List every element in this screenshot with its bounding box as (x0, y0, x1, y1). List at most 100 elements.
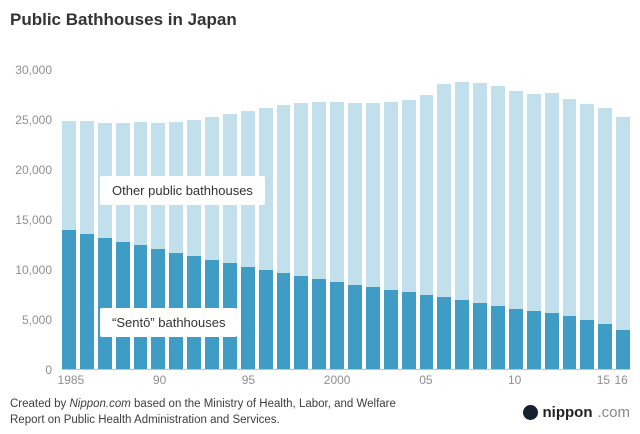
bar-2015 (598, 70, 613, 369)
x-tick-90: 90 (152, 373, 167, 387)
chart-area: 0 5,000 10,000 15,000 20,000 25,000 30,000 Oth… (8, 63, 632, 377)
segment-other-2016 (616, 116, 630, 331)
bar-2005 (419, 70, 434, 369)
segment-other-2011 (526, 93, 541, 312)
credit-text: Created by Nippon.com based on the Minis… (10, 396, 396, 428)
y-tick-15000: 15,000 (15, 213, 52, 227)
segment-other-2015 (598, 107, 613, 325)
segment-other-2006 (437, 83, 452, 298)
bar-2013 (562, 70, 577, 369)
bar-1998 (294, 70, 309, 369)
segment-other-1996 (258, 107, 273, 271)
segment-sento-2014 (580, 320, 595, 369)
segment-sento-2011 (526, 311, 541, 369)
bar-2011 (526, 70, 541, 369)
segment-sento-2008 (473, 303, 487, 369)
segment-sento-2010 (508, 309, 523, 369)
segment-sento-1999 (312, 279, 327, 369)
segment-sento-2000 (330, 282, 344, 369)
y-axis: 0 5,000 10,000 15,000 20,000 25,000 30,000 (8, 63, 56, 377)
segment-sento-2005 (419, 295, 434, 369)
segment-other-2005 (419, 94, 434, 296)
segment-sento-1995 (240, 267, 255, 369)
segment-other-1997 (276, 104, 291, 274)
bar-2007 (455, 70, 470, 369)
bar-1997 (276, 70, 291, 369)
segment-other-2004 (401, 99, 416, 293)
segment-sento-1998 (294, 276, 309, 369)
segment-sento-1987 (97, 238, 112, 369)
segment-other-2008 (473, 82, 487, 304)
footer: Created by Nippon.com based on the Minis… (8, 396, 632, 428)
x-tick-10: 10 (507, 373, 522, 387)
bar-2003 (383, 70, 398, 369)
segment-sento-2007 (455, 300, 470, 369)
nippon-circle-icon (522, 404, 538, 420)
segment-other-2014 (580, 103, 595, 321)
segment-other-2000 (330, 101, 344, 283)
bar-1996 (258, 70, 273, 369)
segment-sento-1985 (62, 230, 76, 369)
x-tick-2000: 2000 (323, 373, 351, 387)
segment-other-2013 (562, 98, 577, 317)
bar-1995 (240, 70, 255, 369)
bar-2012 (544, 70, 559, 369)
segment-sento-2013 (562, 316, 577, 369)
segment-sento-2002 (365, 287, 380, 369)
bar-2006 (437, 70, 452, 369)
y-tick-25000: 25,000 (15, 113, 52, 127)
series-label-sento: “Sentō” bathhouses (100, 308, 238, 337)
x-tick-05: 05 (419, 373, 433, 387)
credit-line1-pre: Created by (10, 398, 70, 410)
logo-suffix: .com (597, 403, 630, 421)
bar-2004 (401, 70, 416, 369)
segment-other-2001 (348, 102, 362, 286)
segment-sento-2012 (544, 313, 559, 369)
series-label-other: Other public bathhouses (100, 176, 265, 205)
segment-other-1985 (62, 120, 76, 231)
segment-sento-1986 (79, 234, 94, 369)
x-axis: 1985 90 95 2000 05 10 15 16 (58, 370, 630, 388)
segment-other-1999 (312, 101, 327, 280)
segment-sento-2004 (401, 292, 416, 369)
bar-2002 (365, 70, 380, 369)
x-tick-16: 16 (614, 373, 628, 387)
segment-sento-1996 (258, 270, 273, 369)
logo-name: nippon (542, 403, 593, 421)
segment-other-1986 (79, 121, 94, 235)
segment-other-2009 (491, 85, 505, 307)
segment-other-2002 (365, 102, 380, 288)
segment-other-2012 (544, 92, 559, 314)
bar-1986 (79, 70, 94, 369)
y-tick-5000: 5,000 (21, 313, 52, 327)
segment-other-2003 (383, 101, 398, 291)
credit-line1-post: based on the Ministry of Health, Labor, … (130, 398, 396, 410)
bar-1999 (312, 70, 327, 369)
y-tick-30000: 30,000 (15, 63, 52, 77)
bar-1985 (62, 70, 76, 369)
segment-sento-2015 (598, 324, 613, 369)
bar-2010 (508, 70, 523, 369)
segment-sento-1988 (115, 242, 130, 369)
bar-2014 (580, 70, 595, 369)
segment-sento-1997 (276, 273, 291, 369)
bar-2001 (348, 70, 362, 369)
segment-other-2007 (455, 81, 470, 301)
segment-sento-2001 (348, 285, 362, 369)
y-tick-0: 0 (45, 363, 52, 377)
y-tick-10000: 10,000 (15, 263, 52, 277)
segment-other-2010 (508, 90, 523, 310)
bar-2000 (330, 70, 344, 369)
nippon-logo[interactable]: nippon .com (522, 403, 630, 421)
bar-2016 (616, 70, 630, 369)
segment-sento-1989 (133, 245, 148, 369)
credit-source-name: Nippon.com (69, 398, 131, 410)
x-tick-1985: 1985 (57, 373, 85, 387)
segment-sento-2006 (437, 297, 452, 369)
bar-2009 (491, 70, 505, 369)
plot-area: Other public bathhouses “Sentō” bathhous… (62, 70, 630, 370)
x-tick-95: 95 (241, 373, 256, 387)
x-tick-15: 15 (596, 373, 611, 387)
segment-sento-2009 (491, 306, 505, 369)
